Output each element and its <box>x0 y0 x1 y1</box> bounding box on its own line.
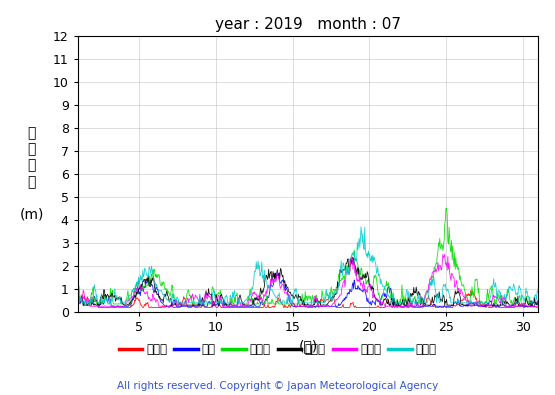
Text: 有
義
波
高

(m): 有 義 波 高 (m) <box>19 126 44 221</box>
Legend: 上ノ国, 唐桑, 石廈崎, 経ヶ尬, 生月島, 屋久島: 上ノ国, 唐桑, 石廈崎, 経ヶ尬, 生月島, 屋久島 <box>114 338 441 361</box>
Title: year : 2019   month : 07: year : 2019 month : 07 <box>215 17 401 32</box>
Text: All rights reserved. Copyright © Japan Meteorological Agency: All rights reserved. Copyright © Japan M… <box>117 381 438 391</box>
X-axis label: (日): (日) <box>299 340 317 354</box>
